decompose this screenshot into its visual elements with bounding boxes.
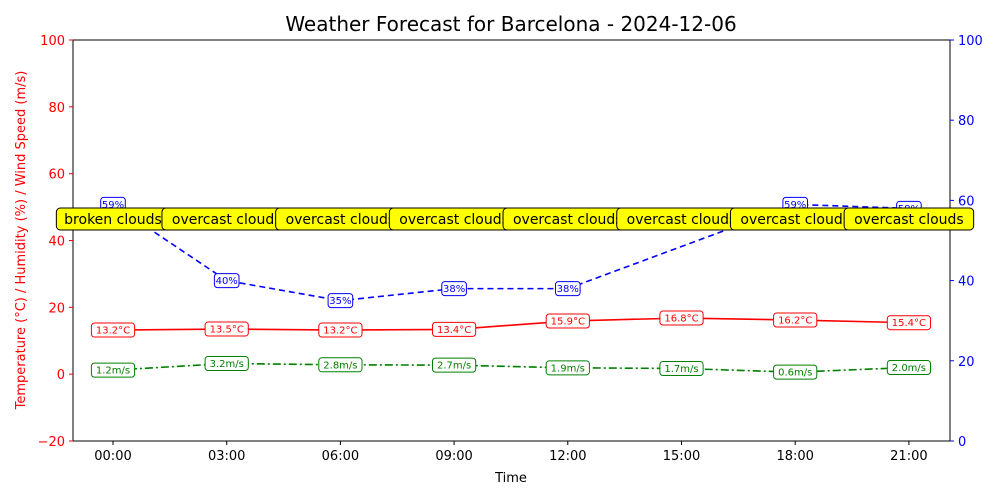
wind-data-label: 1.9m/s <box>551 363 585 374</box>
wind-label-box <box>773 364 818 380</box>
wind-label-box <box>318 357 363 373</box>
left-y-tick-label: 20 <box>48 301 65 316</box>
humidity-data-label: 59% <box>784 200 806 211</box>
temperature-data-label: 15.9°C <box>551 317 585 328</box>
condition-label: overcast clouds <box>854 212 964 228</box>
temperature-data-label: 16.8°C <box>664 314 698 325</box>
left-y-tick-label: 60 <box>48 168 65 183</box>
left-y-tick-label: 0 <box>57 368 65 383</box>
wind-label-box <box>90 362 136 378</box>
wind-data-label: 3.2m/s <box>210 359 244 370</box>
temperature-label-box <box>204 321 249 337</box>
temperature-label-box <box>659 310 704 326</box>
chart-title: Weather Forecast for Barcelona - 2024-12… <box>285 12 736 36</box>
wind-label-box <box>886 359 931 375</box>
wind-data-label: 1.7m/s <box>664 364 698 375</box>
right-y-tick-label: 0 <box>958 435 966 450</box>
x-tick-label: 09:00 <box>435 449 472 464</box>
x-tick-label: 15:00 <box>663 449 700 464</box>
temperature-label-box <box>886 315 931 331</box>
temperature-data-label: 13.2°C <box>323 326 357 337</box>
condition-label: overcast clouds <box>399 212 509 228</box>
humidity-data-label: 59% <box>102 200 124 211</box>
x-tick-label: 21:00 <box>890 449 927 464</box>
wind-label-box <box>204 355 249 371</box>
wind-data-label: 0.6m/s <box>778 368 812 379</box>
temperature-label-box <box>90 322 136 338</box>
wind-data-label: 2.0m/s <box>892 363 926 374</box>
condition-label: overcast clouds <box>172 212 282 228</box>
condition-label: overcast clouds <box>740 212 850 228</box>
x-tick-label: 03:00 <box>208 449 245 464</box>
left-y-tick-label: 100 <box>40 34 65 49</box>
right-y-tick-label: 40 <box>958 275 975 290</box>
temperature-data-label: 13.4°C <box>437 325 471 336</box>
right-y-tick-label: 20 <box>958 355 975 370</box>
x-tick-label: 00:00 <box>94 449 131 464</box>
axis-ticks: 00:00 03:00 06:00 09:00 12:00 15:00 18:00 21:00… <box>38 34 983 464</box>
condition-label: broken clouds <box>64 212 162 228</box>
left-y-tick-label: 40 <box>48 235 65 250</box>
wind-data-label: 2.7m/s <box>437 361 471 372</box>
wind-label-box <box>432 357 477 373</box>
plot-frame <box>72 39 951 442</box>
x-tick-label: 06:00 <box>322 449 359 464</box>
wind-label-box <box>545 360 590 376</box>
x-tick-label: 18:00 <box>776 449 813 464</box>
wind-data-label: 2.8m/s <box>323 360 357 371</box>
humidity-label-box <box>213 273 240 289</box>
left-y-axis-label: Temperature (°C) / Humidity (%) / Wind S… <box>14 71 29 411</box>
right-y-tick-label: 100 <box>958 34 983 49</box>
humidity-label-box <box>327 293 354 309</box>
humidity-label-box <box>441 281 467 297</box>
x-axis-label: Time <box>494 471 527 486</box>
x-tick-label: 12:00 <box>549 449 586 464</box>
temperature-label-box <box>432 321 477 337</box>
condition-label: overcast clouds <box>513 212 623 228</box>
condition-label: overcast clouds <box>286 212 396 228</box>
condition-label: overcast clouds <box>627 212 737 228</box>
humidity-data-label: 38% <box>443 284 465 295</box>
left-y-tick-label: −20 <box>38 435 65 450</box>
condition-box <box>843 207 975 231</box>
right-y-tick-label: 60 <box>958 194 975 209</box>
temperature-data-label: 13.5°C <box>210 325 244 336</box>
temperature-data-label: 15.4°C <box>892 318 926 329</box>
humidity-label-box <box>555 281 581 297</box>
right-y-tick-label: 80 <box>958 114 975 129</box>
wind-data-label: 1.2m/s <box>96 366 130 377</box>
left-y-tick-label: 80 <box>48 101 65 116</box>
humidity-data-label: 35% <box>329 296 351 307</box>
condition-labels: broken clouds overcast clouds overcast clo… <box>55 207 975 231</box>
humidity-data-label: 38% <box>557 284 579 295</box>
temperature-data-label: 16.2°C <box>778 316 812 327</box>
data-labels: 13.2°C 13.5°C 13.2°C 13.4°C 15.9°C 16.8°C 16.2… <box>90 196 931 380</box>
wind-label-box <box>659 360 704 376</box>
temperature-label-box <box>318 322 363 338</box>
temperature-label-box <box>545 313 590 329</box>
humidity-data-label: 40% <box>216 276 238 287</box>
temperature-data-label: 13.2°C <box>96 326 130 337</box>
temperature-label-box <box>773 312 818 328</box>
